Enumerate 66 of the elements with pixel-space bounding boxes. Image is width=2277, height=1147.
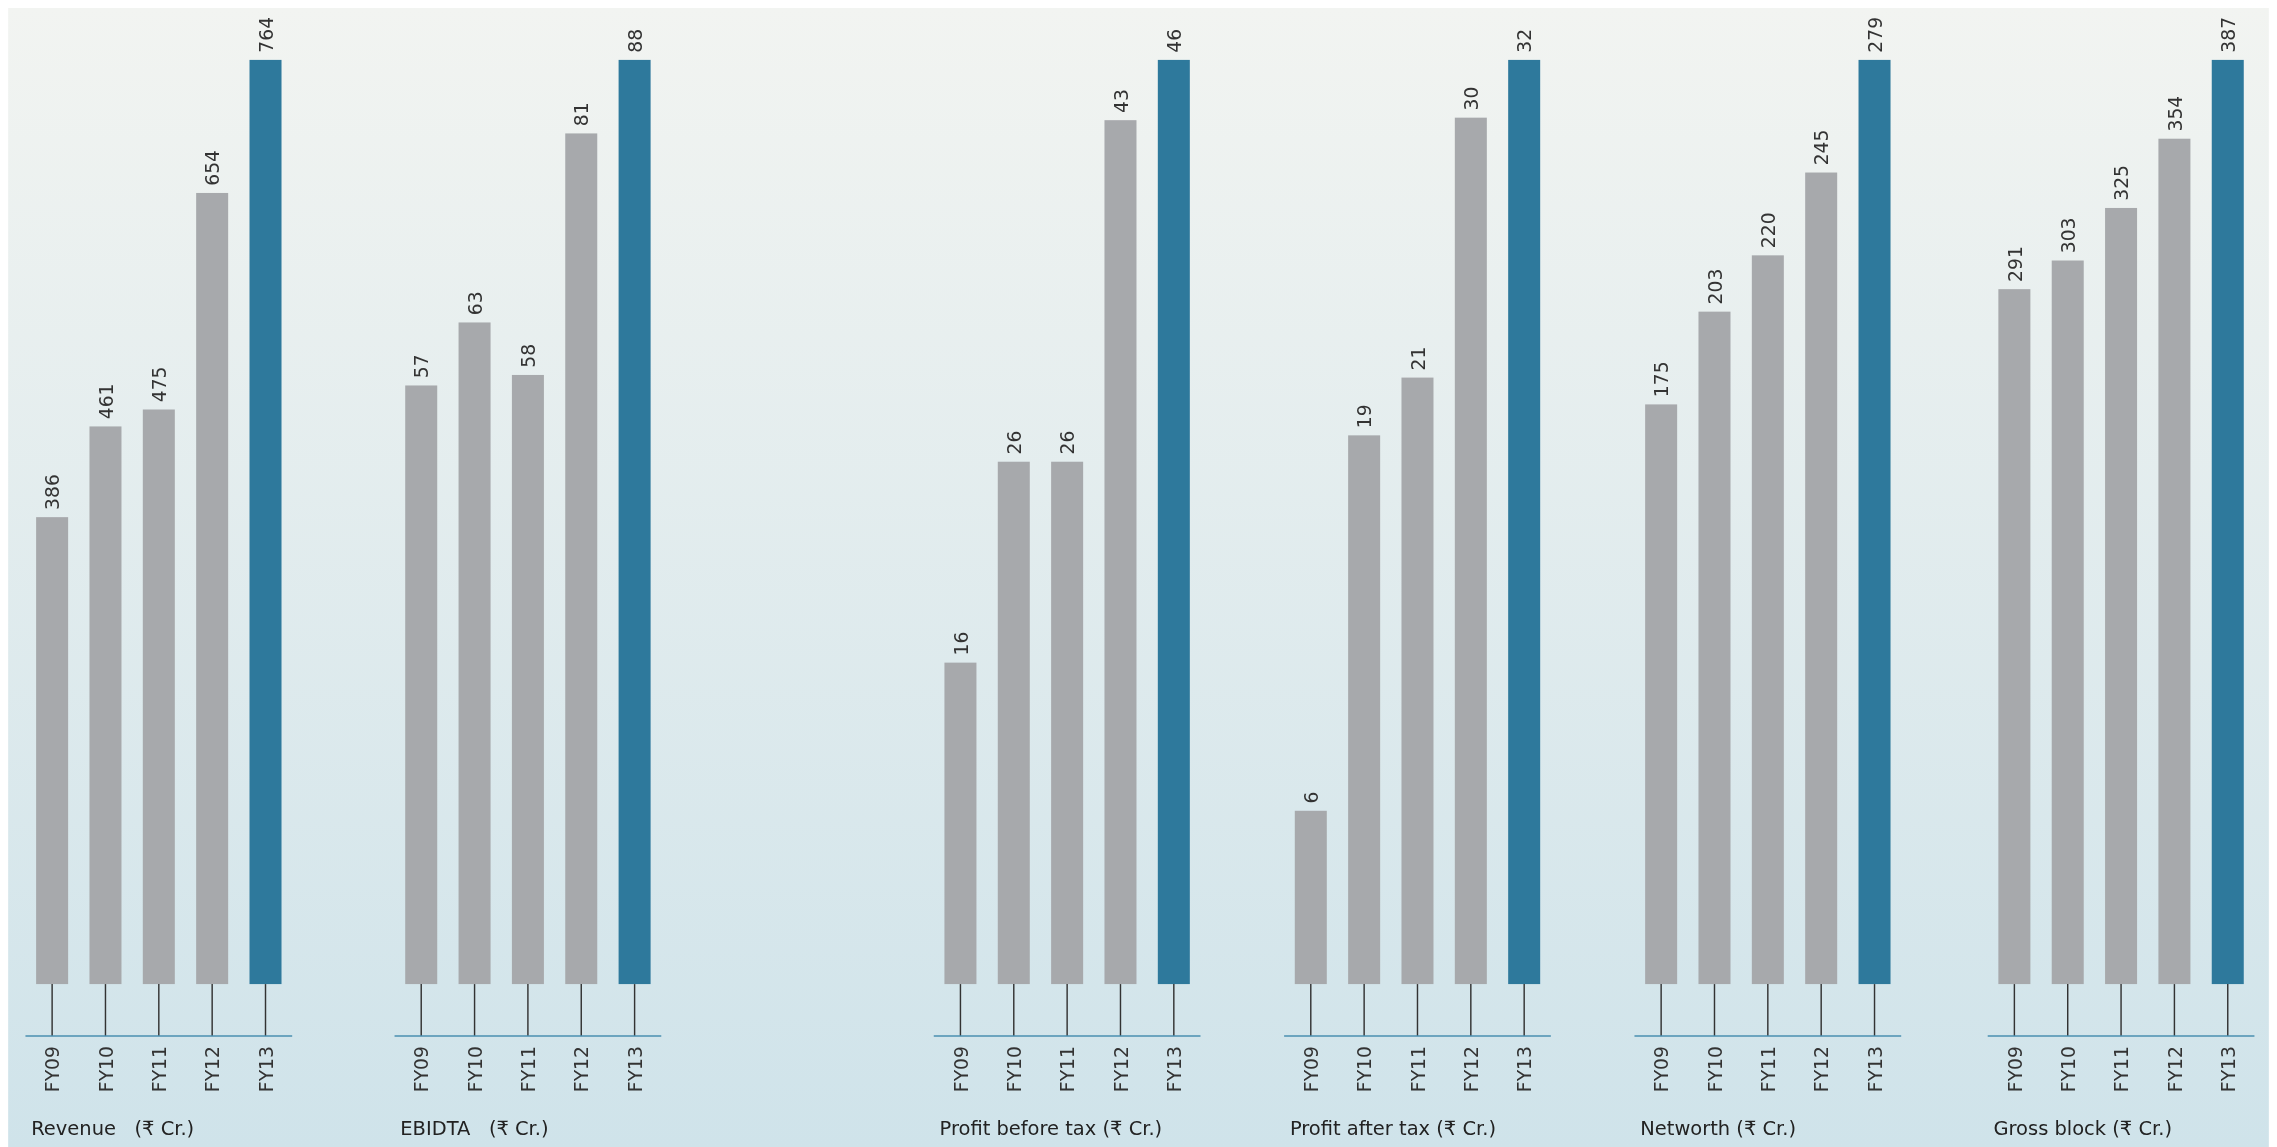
data-label: 21 [1407,346,1429,371]
data-label: 58 [518,343,540,368]
x-tick-label: FY10 [1704,1046,1726,1093]
data-label: 387 [2217,16,2239,53]
x-tick-label: FY11 [2111,1046,2133,1093]
data-label: 654 [202,149,224,186]
data-label: 303 [2057,217,2079,254]
x-tick-label: FY11 [149,1046,171,1093]
data-label: 43 [1110,89,1132,113]
data-label: 461 [95,383,117,420]
x-tick-label: FY12 [202,1046,224,1093]
data-label: 16 [950,631,972,656]
data-label: 46 [1164,28,1186,53]
data-label: 354 [2164,95,2186,132]
x-tick-label: FY12 [2164,1046,2186,1093]
data-label: 30 [1461,86,1483,111]
text: Profit before tax (₹ Cr.) [939,1117,1163,1141]
x-tick-label: FY10 [464,1046,486,1093]
x-tick-label: FY13 [1164,1046,1186,1093]
x-tick-label: FY11 [1057,1046,1079,1093]
data-label: 203 [1704,268,1726,305]
data-label: 88 [624,28,646,53]
x-tick-label: FY10 [1004,1046,1025,1093]
data-label: 475 [149,366,171,403]
x-tick-label: FY09 [950,1046,972,1093]
text: Networth (₹ Cr.) [1640,1117,1797,1141]
x-tick-label: FY11 [1407,1046,1429,1093]
data-label: 291 [2004,246,2026,282]
x-tick-label: FY13 [1864,1046,1886,1093]
data-label: 26 [1004,430,1025,455]
data-label: 26 [1057,430,1079,455]
data-label: 57 [411,354,433,379]
x-tick-label: FY09 [42,1046,64,1093]
x-tick-label: FY11 [518,1046,540,1093]
x-tick-label: FY12 [571,1046,593,1093]
x-tick-label: FY09 [1301,1046,1322,1093]
data-label: 764 [255,16,277,53]
x-tick-label: FY10 [95,1046,117,1093]
data-label: 19 [1354,404,1376,429]
x-tick-label: FY09 [411,1046,433,1093]
x-tick-label: FY11 [1758,1046,1780,1093]
data-label: 6 [1301,791,1322,804]
data-label: 220 [1758,212,1780,249]
text: Profit after tax (₹ Cr.) [1289,1117,1496,1141]
x-tick-label: FY10 [2057,1046,2079,1093]
x-tick-label: FY09 [1651,1046,1673,1093]
text: Gross block (₹ Cr.) [1993,1117,2172,1141]
x-tick-label: FY13 [2217,1046,2239,1093]
data-label: 175 [1651,361,1673,398]
x-tick-label: FY10 [1354,1046,1376,1093]
x-tick-label: FY12 [1110,1046,1132,1093]
text: Revenue (₹ Cr.) [31,1117,195,1141]
data-label: 325 [2111,164,2133,201]
x-tick-label: FY13 [1514,1046,1536,1093]
data-label: 81 [571,102,593,127]
data-label: 386 [42,474,64,510]
x-tick-label: FY09 [2004,1046,2026,1093]
data-label: 245 [1811,129,1833,166]
data-label: 63 [464,291,486,316]
x-tick-label: FY13 [624,1046,646,1093]
x-tick-label: FY12 [1811,1046,1833,1093]
data-label: 32 [1514,28,1536,53]
x-tick-label: FY13 [255,1046,277,1093]
x-tick-label: FY12 [1461,1046,1483,1093]
text: EBIDTA (₹ Cr.) [400,1117,549,1141]
data-label: 279 [1864,16,1886,53]
